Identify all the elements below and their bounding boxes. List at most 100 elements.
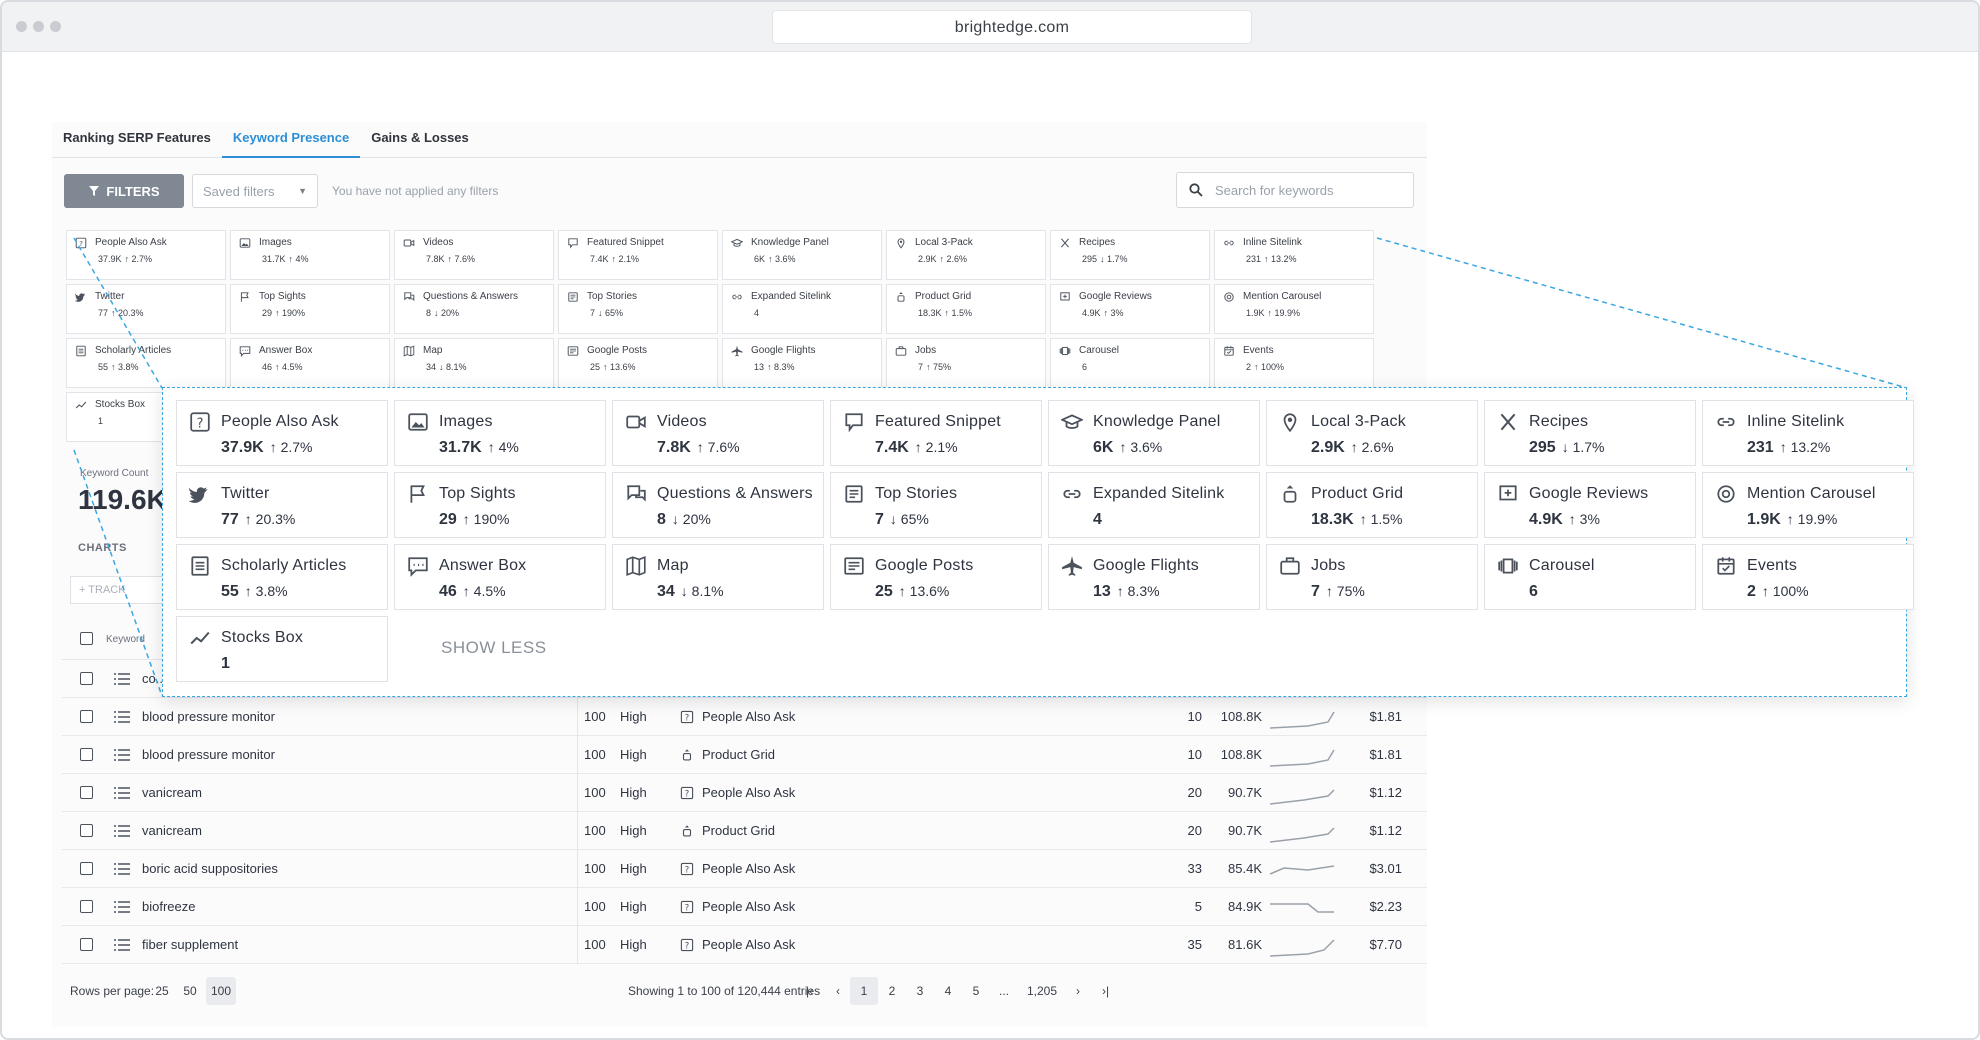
window-dot[interactable]	[16, 21, 27, 32]
mini-feature-card-images[interactable]: Images 31.7K ↑ 4%	[230, 230, 390, 280]
mini-feature-card-answer-box[interactable]: Answer Box 46 ↑ 4.5%	[230, 338, 390, 388]
feature-card-questions-answers[interactable]: Questions & Answers 8 ↓ 20%	[612, 472, 824, 538]
feature-card-knowledge-panel[interactable]: Knowledge Panel 6K ↑ 3.6%	[1048, 400, 1260, 466]
feature-card-product-grid[interactable]: Product Grid 18.3K ↑ 1.5%	[1266, 472, 1478, 538]
row-checkbox[interactable]	[80, 824, 93, 837]
row-keyword[interactable]: co...	[142, 671, 167, 686]
table-row[interactable]: vanicream 100 High Product Grid 20 90.7K $1.12	[62, 812, 1427, 850]
row-keyword[interactable]: boric acid suppositories	[142, 861, 278, 876]
row-checkbox[interactable]	[80, 938, 93, 951]
row-keyword[interactable]: vanicream	[142, 823, 202, 838]
mini-feature-card-expanded-sitelink[interactable]: Expanded Sitelink 4	[722, 284, 882, 334]
mini-feature-card-videos[interactable]: Videos 7.8K ↑ 7.6%	[394, 230, 554, 280]
prev-page-icon[interactable]: ‹	[836, 984, 840, 998]
mini-feature-card-twitter[interactable]: Twitter 77 ↑ 20.3%	[66, 284, 226, 334]
list-icon[interactable]	[114, 939, 130, 951]
row-keyword[interactable]: blood pressure monitor	[142, 747, 275, 762]
page-2[interactable]: 2	[888, 984, 896, 998]
mini-feature-card-knowledge-panel[interactable]: Knowledge Panel 6K ↑ 3.6%	[722, 230, 882, 280]
mini-feature-card-events[interactable]: Events 2 ↑ 100%	[1214, 338, 1374, 388]
mini-feature-card-people-also-ask[interactable]: ? People Also Ask 37.9K ↑ 2.7%	[66, 230, 226, 280]
show-less-button[interactable]: SHOW LESS	[441, 638, 547, 657]
select-all-checkbox[interactable]	[80, 632, 93, 645]
feature-card-twitter[interactable]: Twitter 77 ↑ 20.3%	[176, 472, 388, 538]
feature-card-top-stories[interactable]: Top Stories 7 ↓ 65%	[830, 472, 1042, 538]
mini-feature-card-top-sights[interactable]: Top Sights 29 ↑ 190%	[230, 284, 390, 334]
address-bar[interactable]: brightedge.com	[772, 10, 1252, 44]
feature-card-inline-sitelink[interactable]: Inline Sitelink 231 ↑ 13.2%	[1702, 400, 1914, 466]
mini-feature-card-product-grid[interactable]: Product Grid 18.3K ↑ 1.5%	[886, 284, 1046, 334]
feature-card-map[interactable]: Map 34 ↓ 8.1%	[612, 544, 824, 610]
feature-card-videos[interactable]: Videos 7.8K ↑ 7.6%	[612, 400, 824, 466]
feature-card-events[interactable]: Events 2 ↑ 100%	[1702, 544, 1914, 610]
feature-card-scholarly-articles[interactable]: Scholarly Articles 55 ↑ 3.8%	[176, 544, 388, 610]
feature-card-google-posts[interactable]: Google Posts 25 ↑ 13.6%	[830, 544, 1042, 610]
row-checkbox[interactable]	[80, 748, 93, 761]
feature-card-recipes[interactable]: Recipes 295 ↓ 1.7%	[1484, 400, 1696, 466]
mini-feature-card-google-reviews[interactable]: Google Reviews 4.9K ↑ 3%	[1050, 284, 1210, 334]
mini-feature-card-featured-snippet[interactable]: Featured Snippet 7.4K ↑ 2.1%	[558, 230, 718, 280]
row-checkbox[interactable]	[80, 672, 93, 685]
mini-feature-card-local-3-pack[interactable]: Local 3-Pack 2.9K ↑ 2.6%	[886, 230, 1046, 280]
rows-option-50[interactable]: 50	[183, 984, 197, 998]
mini-feature-card-scholarly-articles[interactable]: Scholarly Articles 55 ↑ 3.8%	[66, 338, 226, 388]
page-3[interactable]: 3	[916, 984, 924, 998]
mini-feature-card-questions-answers[interactable]: Questions & Answers 8 ↓ 20%	[394, 284, 554, 334]
mini-feature-card-google-posts[interactable]: Google Posts 25 ↑ 13.6%	[558, 338, 718, 388]
mini-feature-card-mention-carousel[interactable]: Mention Carousel 1.9K ↑ 19.9%	[1214, 284, 1374, 334]
list-icon[interactable]	[114, 749, 130, 761]
list-icon[interactable]	[114, 711, 130, 723]
row-checkbox[interactable]	[80, 900, 93, 913]
last-page-icon[interactable]: ›|	[1102, 984, 1110, 998]
feature-card-top-sights[interactable]: Top Sights 29 ↑ 190%	[394, 472, 606, 538]
row-keyword[interactable]: biofreeze	[142, 899, 196, 914]
mini-feature-card-jobs[interactable]: Jobs 7 ↑ 75%	[886, 338, 1046, 388]
row-checkbox[interactable]	[80, 786, 93, 799]
tab-gains-losses[interactable]: Gains & Losses	[371, 130, 469, 145]
list-icon[interactable]	[114, 901, 130, 913]
mini-feature-card-inline-sitelink[interactable]: Inline Sitelink 231 ↑ 13.2%	[1214, 230, 1374, 280]
search-input[interactable]: Search for keywords	[1176, 172, 1414, 208]
feature-card-expanded-sitelink[interactable]: Expanded Sitelink 4	[1048, 472, 1260, 538]
page-5[interactable]: 5	[972, 984, 980, 998]
header-keyword[interactable]: Keyword	[106, 634, 145, 645]
table-row[interactable]: fiber supplement 100 High? People Also Ask 3…	[62, 926, 1427, 964]
list-icon[interactable]	[114, 673, 130, 685]
first-page-icon[interactable]: |‹	[806, 984, 814, 998]
table-row[interactable]: co...	[62, 660, 1427, 698]
feature-card-people-also-ask[interactable]: ? People Also Ask 37.9K ↑ 2.7%	[176, 400, 388, 466]
page-4[interactable]: 4	[944, 984, 952, 998]
list-icon[interactable]	[114, 863, 130, 875]
feature-card-carousel[interactable]: Carousel 6	[1484, 544, 1696, 610]
row-checkbox[interactable]	[80, 710, 93, 723]
list-icon[interactable]	[114, 825, 130, 837]
mini-feature-card-recipes[interactable]: Recipes 295 ↓ 1.7%	[1050, 230, 1210, 280]
filters-button[interactable]: FILTERS	[64, 174, 184, 208]
page-last-number[interactable]: 1,205	[1026, 984, 1058, 998]
mini-feature-card-top-stories[interactable]: Top Stories 7 ↓ 65%	[558, 284, 718, 334]
table-row[interactable]: boric acid suppositories 100 High? People A…	[62, 850, 1427, 888]
feature-card-jobs[interactable]: Jobs 7 ↑ 75%	[1266, 544, 1478, 610]
saved-filters-dropdown[interactable]: Saved filters ▼	[192, 174, 318, 208]
list-icon[interactable]	[114, 787, 130, 799]
row-checkbox[interactable]	[80, 862, 93, 875]
next-page-icon[interactable]: ›	[1076, 984, 1080, 998]
table-row[interactable]: vanicream 100 High? People Also Ask 20 90.7K $…	[62, 774, 1427, 812]
feature-card-mention-carousel[interactable]: Mention Carousel 1.9K ↑ 19.9%	[1702, 472, 1914, 538]
row-keyword[interactable]: blood pressure monitor	[142, 709, 275, 724]
rows-option-100[interactable]: 100	[206, 977, 236, 1005]
track-button[interactable]: + TRACK	[70, 576, 166, 604]
feature-card-answer-box[interactable]: Answer Box 46 ↑ 4.5%	[394, 544, 606, 610]
window-dot[interactable]	[50, 21, 61, 32]
feature-card-local-3-pack[interactable]: Local 3-Pack 2.9K ↑ 2.6%	[1266, 400, 1478, 466]
row-keyword[interactable]: fiber supplement	[142, 937, 239, 952]
tab-ranking-serp-features[interactable]: Ranking SERP Features	[63, 130, 211, 145]
table-row[interactable]: biofreeze 100 High? People Also Ask 5 84.9K $2…	[62, 888, 1427, 926]
rows-option-25[interactable]: 25	[155, 984, 169, 998]
tab-keyword-presence[interactable]: Keyword Presence	[221, 122, 361, 158]
row-keyword[interactable]: vanicream	[142, 785, 202, 800]
page-1[interactable]: 1	[850, 977, 878, 1005]
feature-card-google-flights[interactable]: Google Flights 13 ↑ 8.3%	[1048, 544, 1260, 610]
table-row[interactable]: blood pressure monitor 100 High? People Als…	[62, 698, 1427, 736]
feature-card-stocks-box[interactable]: Stocks Box 1	[176, 616, 388, 682]
